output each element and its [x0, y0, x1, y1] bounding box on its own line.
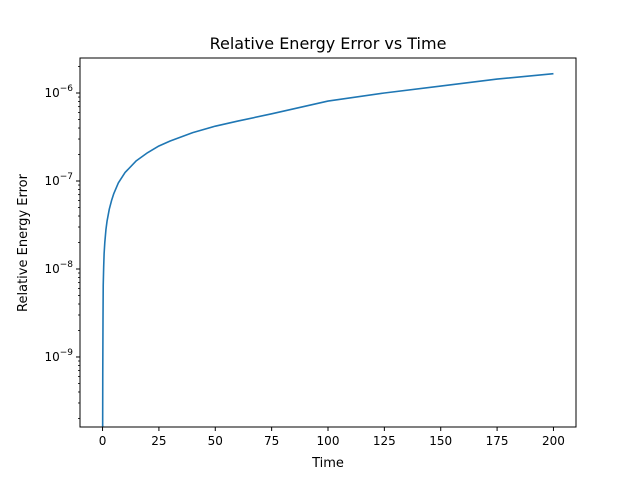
series-line	[101, 72, 554, 427]
x-tick-label: 100	[317, 434, 340, 448]
x-axis: 0 25 50 75 100 125 150 175 200	[99, 427, 565, 448]
x-tick-label: 175	[486, 434, 509, 448]
chart-title: Relative Energy Error vs Time	[210, 34, 447, 53]
x-tick-label: 200	[542, 434, 565, 448]
y-axis-label: Relative Energy Error	[16, 173, 31, 312]
x-tick-label: 125	[373, 434, 396, 448]
y-tick-label: 10−9	[44, 348, 73, 364]
x-tick-label: 50	[208, 434, 223, 448]
x-tick-label: 0	[99, 434, 107, 448]
x-tick-label: 25	[151, 434, 166, 448]
y-tick-label: 10−7	[44, 172, 73, 188]
y-tick-label: 10−6	[44, 84, 73, 100]
y-axis: 10−9 10−8 10−7 10−6	[44, 66, 80, 419]
x-tick-label: 150	[429, 434, 452, 448]
plot-area	[101, 72, 554, 427]
y-tick-label: 10−8	[44, 260, 73, 276]
x-axis-label: Time	[311, 456, 344, 471]
x-tick-label: 75	[264, 434, 279, 448]
